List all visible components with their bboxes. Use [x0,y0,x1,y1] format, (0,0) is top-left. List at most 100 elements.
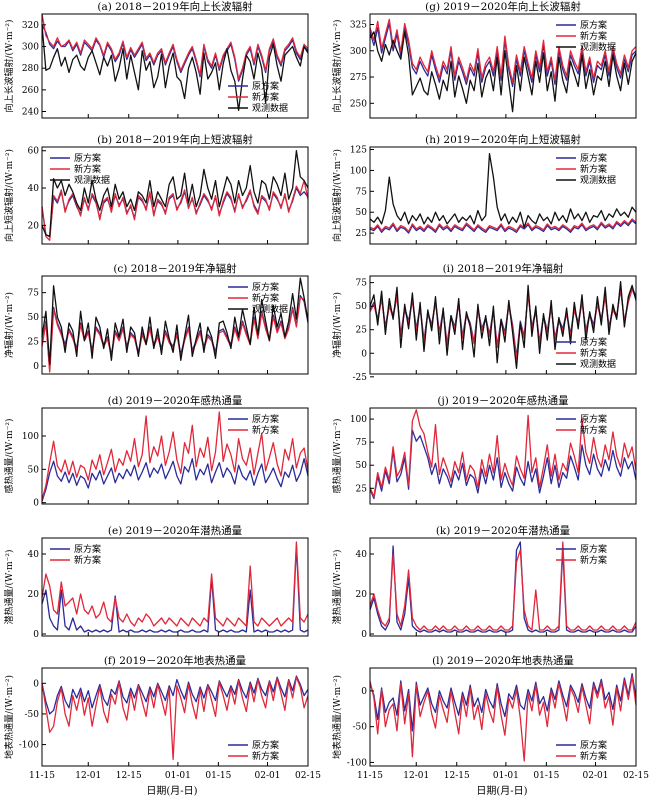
series-line-new-k [369,541,637,631]
panel-title-f: (f) 2019－2020年地表热通量 [104,654,247,667]
series-line-new-h [369,218,637,233]
y-axis-label-i: 净辐射/(W·m⁻²) [331,292,343,358]
series-line-new-a [41,13,309,80]
series-line-obs-g [369,31,637,113]
y-tick-label: 25 [356,484,368,494]
legend-label-new: 新方案 [580,424,607,436]
legend-label-obs: 观测数据 [252,303,288,315]
panel-title-k: (k) 2019－2020年潜热通量 [436,524,571,537]
panel-title-l: (l) 2019－2020年地表热通量 [432,654,574,667]
y-tick-label: 20 [28,590,40,600]
y-tick-label: 260 [22,86,39,96]
y-tick-label: 75 [356,438,368,448]
y-tick-label: 25 [28,338,40,348]
y-axis-label-l: 地表热通量/(W·m⁻²) [331,675,343,759]
legend-label-orig: 原方案 [580,152,607,164]
x-tick-label: 01-15 [533,771,559,781]
y-axis-label-c: 净辐射/(W·m⁻²) [3,292,15,358]
legend-label-new: 新方案 [252,91,279,103]
y-tick-label: 25 [356,326,368,336]
y-tick-label: -100 [19,741,39,751]
y-axis-label-a: 向上长波辐射/(W·m⁻²) [3,19,15,112]
legend-label-obs: 观测数据 [74,174,110,186]
legend-label-orig: 原方案 [580,543,607,555]
y-tick-label: 50 [28,465,40,475]
series-line-orig-f [41,675,309,715]
y-tick-label: 275 [350,73,367,83]
series-line-obs-i [369,281,637,369]
legend-label-orig: 原方案 [580,739,607,751]
y-axis-label-f: 地表热通量/(W·m⁻²) [3,675,15,759]
y-tick-label: -50 [25,710,40,720]
y-tick-label: 75 [356,187,368,197]
y-tick-label: 20 [356,590,368,600]
legend-label-obs: 观测数据 [580,358,616,370]
y-tick-label: 40 [356,550,368,560]
plot-frame-e [41,537,309,637]
legend-label-new: 新方案 [252,750,279,762]
y-tick-label: 240 [22,108,39,118]
y-tick-label: 0 [361,349,367,359]
legend-label-orig: 原方案 [252,739,279,751]
x-tick-label: 01-01 [165,771,191,781]
y-tick-label: 60 [28,147,40,157]
x-tick-label: 11-15 [29,771,55,781]
series-line-obs-a [41,24,309,112]
y-tick-label: 40 [28,550,40,560]
legend-label-new: 新方案 [252,292,279,304]
y-tick-label: 100 [22,432,39,442]
y-tick-label: 280 [22,64,39,74]
y-tick-label: 100 [350,415,367,425]
x-tick-label: 01-01 [493,771,519,781]
plot-frame-a [41,13,309,119]
legend-label-obs: 观测数据 [580,174,616,186]
panel-title-e: (e) 2019－2020年潜热通量 [108,524,243,537]
y-tick-label: 40 [28,184,40,194]
plot-frame-b [41,146,309,245]
series-line-orig-d [41,458,309,502]
y-tick-label: 0 [33,630,39,640]
legend-label-orig: 原方案 [580,19,607,31]
y-axis-label-g: 向上长波辐射/(W·m⁻²) [331,19,343,112]
legend-label-orig: 原方案 [580,413,607,425]
series-line-orig-h [369,219,637,234]
y-tick-label: 50 [356,208,368,218]
legend-label-orig: 原方案 [252,80,279,92]
y-tick-label: 0 [361,687,367,697]
y-tick-label: -25 [353,373,368,383]
legend-label-orig: 原方案 [74,543,101,555]
legend-label-orig: 原方案 [252,413,279,425]
series-line-obs-b [41,150,309,238]
y-tick-label: 0 [33,362,39,372]
x-tick-label: 12-01 [75,771,101,781]
x-tick-label: 11-15 [357,771,383,781]
legend-label-orig: 原方案 [74,152,101,164]
plot-frame-k [369,537,637,637]
y-tick-label: 125 [350,146,367,156]
legend-label-new: 新方案 [252,424,279,436]
y-tick-label: 300 [22,43,39,53]
x-tick-label: 02-15 [295,771,321,781]
y-tick-label: -50 [353,723,368,733]
legend-label-new: 新方案 [580,554,607,566]
plot-frame-j [369,407,637,505]
series-line-new-d [41,411,309,501]
x-axis-label-right: 日期(月-日) [476,785,527,797]
series-line-new-g [369,18,637,83]
x-axis-label-left: 日期(月-日) [146,785,197,797]
plot-frame-g [369,13,637,119]
y-axis-label-j: 感热通量/(W·m⁻²) [331,418,343,493]
series-line-obs-h [369,153,637,228]
panel-title-c: (c) 2018－2019年净辐射 [113,262,237,275]
y-axis-label-d: 感热通量/(W·m⁻²) [3,418,15,493]
y-tick-label: -100 [347,758,367,768]
series-line-orig-k [369,541,637,633]
